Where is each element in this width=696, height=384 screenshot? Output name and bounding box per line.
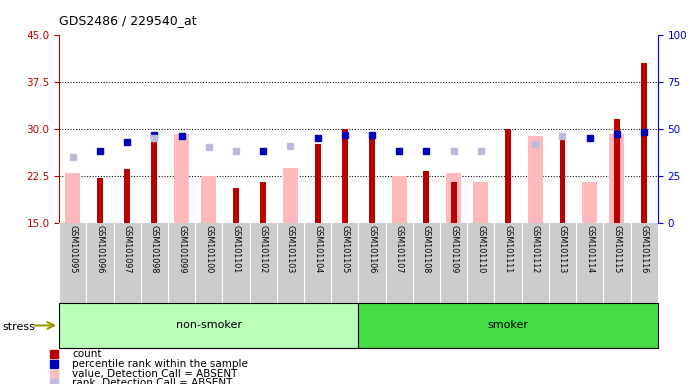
Bar bbox=[342, 129, 348, 223]
Bar bbox=[283, 167, 298, 223]
Text: GSM101099: GSM101099 bbox=[177, 225, 186, 274]
Text: percentile rank within the sample: percentile rank within the sample bbox=[72, 359, 248, 369]
Bar bbox=[614, 119, 620, 223]
Text: GSM101100: GSM101100 bbox=[205, 225, 213, 273]
Bar bbox=[446, 172, 461, 223]
Bar bbox=[358, 303, 658, 348]
Bar bbox=[392, 176, 406, 223]
Bar bbox=[97, 177, 103, 223]
Bar bbox=[65, 172, 80, 223]
Text: GSM101103: GSM101103 bbox=[286, 225, 295, 273]
Text: GDS2486 / 229540_at: GDS2486 / 229540_at bbox=[59, 14, 197, 27]
Text: stress: stress bbox=[2, 322, 35, 332]
Text: GSM101096: GSM101096 bbox=[95, 225, 104, 273]
Text: GSM101111: GSM101111 bbox=[504, 225, 512, 273]
Text: GSM101098: GSM101098 bbox=[150, 225, 159, 273]
Bar bbox=[505, 129, 511, 223]
Bar bbox=[610, 134, 624, 223]
Bar bbox=[583, 182, 597, 223]
Text: GSM101112: GSM101112 bbox=[531, 225, 540, 273]
Text: count: count bbox=[72, 349, 102, 359]
Text: GSM101097: GSM101097 bbox=[122, 225, 132, 274]
Bar bbox=[423, 171, 429, 223]
Bar bbox=[201, 176, 216, 223]
Bar bbox=[641, 63, 647, 223]
Text: GSM101106: GSM101106 bbox=[367, 225, 377, 273]
Bar bbox=[528, 136, 543, 223]
Bar bbox=[560, 134, 565, 223]
Bar bbox=[174, 134, 189, 223]
Bar bbox=[124, 169, 130, 223]
Text: GSM101104: GSM101104 bbox=[313, 225, 322, 273]
Text: GSM101095: GSM101095 bbox=[68, 225, 77, 274]
Text: value, Detection Call = ABSENT: value, Detection Call = ABSENT bbox=[72, 369, 238, 379]
Text: GSM101107: GSM101107 bbox=[395, 225, 404, 273]
Bar bbox=[152, 134, 157, 223]
Bar bbox=[59, 303, 358, 348]
Bar bbox=[451, 182, 457, 223]
Text: GSM101113: GSM101113 bbox=[558, 225, 567, 273]
Text: GSM101114: GSM101114 bbox=[585, 225, 594, 273]
Text: GSM101109: GSM101109 bbox=[449, 225, 458, 273]
Text: GSM101115: GSM101115 bbox=[612, 225, 622, 273]
Text: rank, Detection Call = ABSENT: rank, Detection Call = ABSENT bbox=[72, 378, 232, 384]
Text: smoker: smoker bbox=[488, 320, 528, 331]
Text: GSM101101: GSM101101 bbox=[232, 225, 241, 273]
Bar bbox=[473, 182, 489, 223]
Text: non-smoker: non-smoker bbox=[176, 320, 242, 331]
Text: GSM101110: GSM101110 bbox=[476, 225, 485, 273]
Text: GSM101116: GSM101116 bbox=[640, 225, 649, 273]
Text: GSM101102: GSM101102 bbox=[259, 225, 268, 273]
Bar bbox=[369, 134, 375, 223]
Text: GSM101108: GSM101108 bbox=[422, 225, 431, 273]
Text: GSM101105: GSM101105 bbox=[340, 225, 349, 273]
Bar bbox=[233, 188, 239, 223]
Bar bbox=[260, 182, 266, 223]
Bar bbox=[315, 144, 321, 223]
